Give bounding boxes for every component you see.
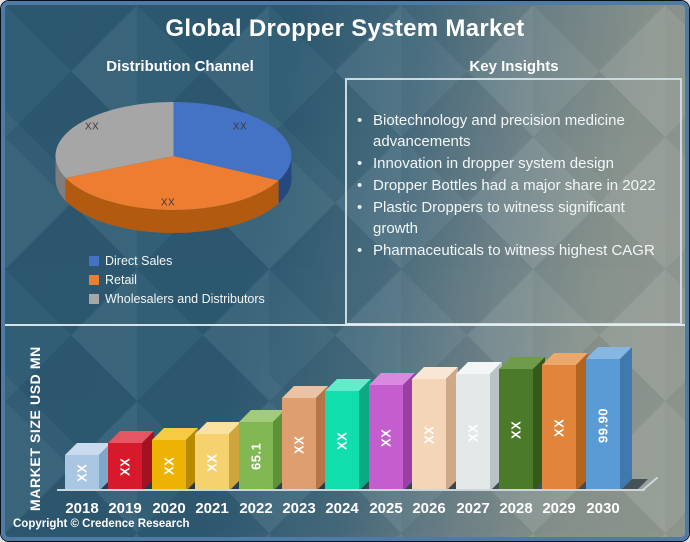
bar-value-label-2024: XX xyxy=(334,431,350,451)
bar-2019: XX xyxy=(108,431,154,491)
bar-value-label-2026: XX xyxy=(421,425,437,445)
year-label-2026: 2026 xyxy=(412,500,446,517)
bar-value-label-2029: XX xyxy=(551,418,567,438)
pie-rim-retail xyxy=(65,178,279,233)
x-axis-line xyxy=(57,489,645,491)
bar-2029: XX xyxy=(542,353,588,491)
key-insights-box: Biotechnology and precision medicine adv… xyxy=(345,78,682,325)
pie-chart: XX XX XX xyxy=(45,95,307,250)
insights-section-header: Key Insights xyxy=(469,58,559,75)
bar-side-face-2019 xyxy=(142,431,154,491)
bar-top-face-2023 xyxy=(282,386,328,398)
pie-legend: Direct Sales Retail Wholesalers and Dist… xyxy=(89,251,265,308)
section-divider-line xyxy=(5,324,685,326)
y-axis-label: MARKET SIZE USD MN xyxy=(27,346,43,511)
bar-top-face-2027 xyxy=(456,362,502,374)
legend-swatch-retail xyxy=(89,274,99,285)
bar-top-face-2022 xyxy=(239,410,285,422)
bar-2025: XX xyxy=(369,373,415,491)
pie-label-wholesalers: XX xyxy=(84,121,100,133)
bar-top-face-2018 xyxy=(65,443,111,455)
pie-label-retail: XX xyxy=(160,197,176,209)
legend-swatch-direct-sales xyxy=(89,255,99,266)
key-insights-list: Biotechnology and precision medicine adv… xyxy=(353,110,670,261)
year-label-2023: 2023 xyxy=(282,500,316,517)
bar-2018: XX xyxy=(65,443,111,491)
bar-side-face-2026 xyxy=(446,367,458,491)
legend-item-wholesalers: Wholesalers and Distributors xyxy=(89,289,265,308)
bar-top-face-2024 xyxy=(325,379,371,391)
legend-label-retail: Retail xyxy=(105,272,137,287)
bar-2026: XX xyxy=(412,367,458,491)
pie-label-direct-sales: XX xyxy=(232,121,248,133)
bar-side-face-2030 xyxy=(620,347,632,491)
bar-value-label-2030: 99.90 xyxy=(595,407,611,443)
year-label-2021: 2021 xyxy=(195,500,229,517)
bar-2020: XX xyxy=(152,428,198,491)
year-label-2028: 2028 xyxy=(499,500,533,517)
bar-top-face-2026 xyxy=(412,367,458,379)
year-label-2030: 2030 xyxy=(586,500,620,517)
year-label-2024: 2024 xyxy=(325,500,359,517)
bar-2024: XX xyxy=(325,379,371,491)
bar-top-face-2019 xyxy=(108,431,154,443)
bar-top-face-2020 xyxy=(152,428,198,440)
pie-rim-wholesalers xyxy=(55,156,66,201)
bar-side-face-2029 xyxy=(576,353,588,491)
bar-2027: XX xyxy=(456,362,502,491)
bar-top-face-2029 xyxy=(542,353,588,365)
bar-value-label-2018: XX xyxy=(74,463,90,483)
bar-value-label-2027: XX xyxy=(465,423,481,442)
year-label-2019: 2019 xyxy=(108,500,142,517)
bar-top-face-2028 xyxy=(499,357,545,369)
pie-section-header: Distribution Channel xyxy=(106,58,254,75)
legend-label-wholesalers: Wholesalers and Distributors xyxy=(105,291,265,306)
pie-slice-wholesalers xyxy=(55,102,174,178)
pie-slice-retail xyxy=(65,156,279,210)
pie-chart-svg xyxy=(55,102,292,233)
key-insight-bullet-4: Plastic Droppers to witness significant … xyxy=(357,197,669,239)
bar-value-label-2022: 65.1 xyxy=(248,442,264,471)
year-label-2025: 2025 xyxy=(369,500,403,517)
year-label-2020: 2020 xyxy=(152,500,186,517)
legend-item-direct-sales: Direct Sales xyxy=(89,251,265,270)
bar-value-label-2023: XX xyxy=(291,435,307,454)
bar-2028: XX xyxy=(499,357,545,491)
pie-slice-direct-sales xyxy=(173,102,292,181)
page-title: Global Dropper System Market xyxy=(165,15,525,42)
year-label-2029: 2029 xyxy=(542,500,576,517)
legend-label-direct-sales: Direct Sales xyxy=(105,253,173,268)
bar-value-label-2025: XX xyxy=(378,428,394,448)
bar-value-label-2028: XX xyxy=(508,420,524,440)
bar-2023: XX xyxy=(282,386,328,491)
bar-value-label-2020: XX xyxy=(161,456,177,475)
year-label-2022: 2022 xyxy=(239,500,273,517)
bar-top-face-2025 xyxy=(369,373,415,385)
key-insight-bullet-3: Dropper Bottles had a major share in 202… xyxy=(357,175,669,196)
bar-side-face-2021 xyxy=(229,422,241,491)
bar-2021: XX xyxy=(195,422,241,491)
year-label-2027: 2027 xyxy=(456,500,490,517)
bar-side-face-2024 xyxy=(359,379,371,491)
bar-top-face-2021 xyxy=(195,422,241,434)
copyright-text: Copyright © Credence Research xyxy=(13,518,190,530)
key-insight-bullet-5: Pharmaceuticals to witness highest CAGR xyxy=(357,240,669,261)
legend-item-retail: Retail xyxy=(89,270,265,289)
bar-top-face-2030 xyxy=(586,347,632,359)
bar-chart-section: MARKET SIZE USD MN XX XX XX XX 65.1 XX XX XX XX X… xyxy=(5,326,685,537)
legend-swatch-wholesalers xyxy=(89,293,99,304)
pie-rim-direct-sales xyxy=(278,156,292,204)
bar-value-label-2021: XX xyxy=(204,453,220,472)
bar-2030: 99.90 xyxy=(586,347,632,491)
key-insight-bullet-1: Biotechnology and precision medicine adv… xyxy=(357,110,669,152)
bar-2022: 65.1 xyxy=(239,410,285,491)
year-label-2018: 2018 xyxy=(65,500,99,517)
bar-value-label-2019: XX xyxy=(117,457,133,477)
key-insight-bullet-2: Innovation in dropper system design xyxy=(357,153,669,174)
